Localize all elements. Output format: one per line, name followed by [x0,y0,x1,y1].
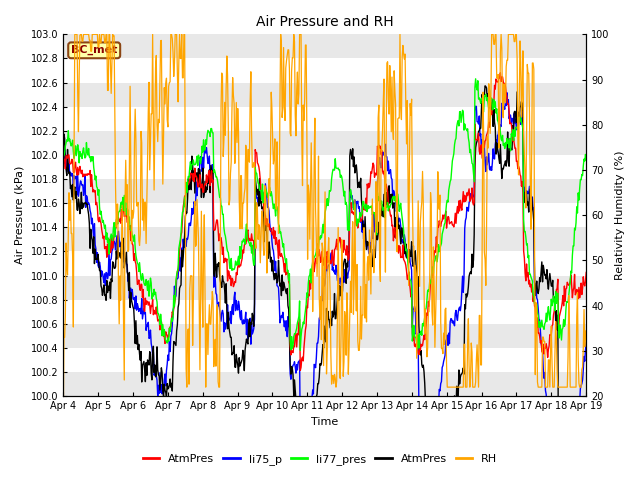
Text: BC_met: BC_met [71,45,117,56]
Bar [63,131,586,155]
Bar [63,324,586,348]
Title: Air Pressure and RH: Air Pressure and RH [256,15,394,29]
Y-axis label: Relativity Humidity (%): Relativity Humidity (%) [615,151,625,280]
Y-axis label: Air Pressure (kPa): Air Pressure (kPa) [15,166,25,264]
Bar [63,228,586,252]
Bar [63,276,586,300]
Bar [63,83,586,107]
X-axis label: Time: Time [311,417,339,427]
Legend: AtmPres, li75_p, li77_pres, AtmPres, RH: AtmPres, li75_p, li77_pres, AtmPres, RH [138,450,502,469]
Bar [63,372,586,396]
Bar [63,35,586,59]
Bar [63,179,586,203]
